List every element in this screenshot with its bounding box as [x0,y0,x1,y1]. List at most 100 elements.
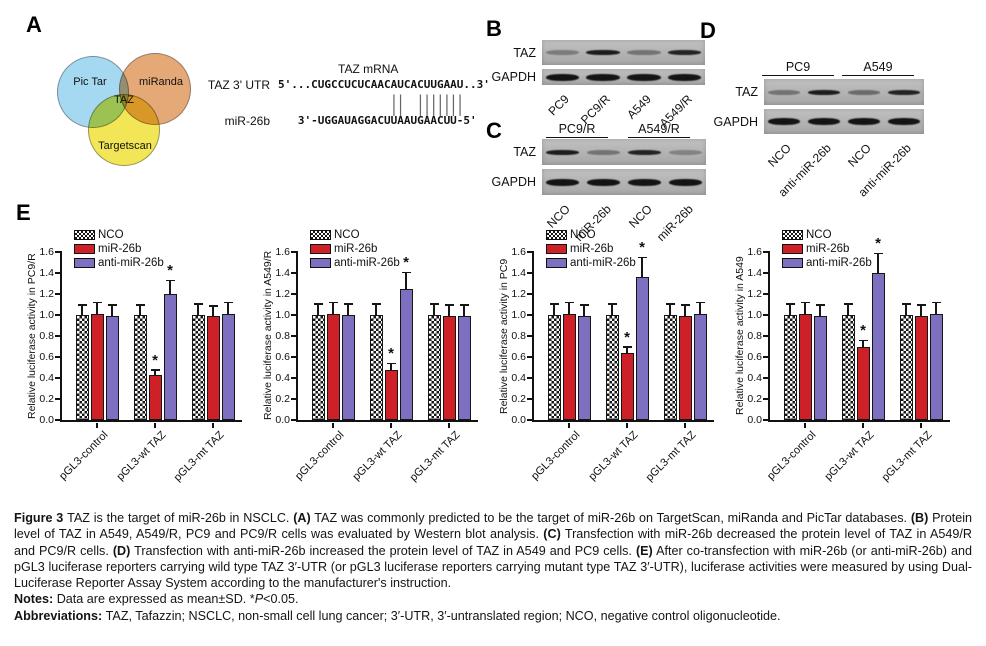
bar-NCO [369,315,383,420]
caption-segment: Figure 3 [14,511,68,525]
blot-strip [542,139,706,165]
error-bar-cap [858,339,868,342]
panel-a-label: A [26,12,42,37]
error-bar-stem [804,303,806,314]
legend-swatch [74,244,95,254]
bar-miR-26b [798,313,812,420]
lane-labels: NCO anti-miR-26b NCO anti-miR-26b [758,138,982,226]
bar-anti-miR-26b [399,288,413,420]
x-category-label: pGL3-wt TAZ [350,429,405,484]
luciferase-charts: Relative luciferase activity in PC9/R 0.0… [14,222,974,512]
base-pairing-bars: || ||||||| [278,92,464,117]
y-tick-mark [291,335,298,337]
legend-label: miR-26b [570,243,614,255]
protein-label: TAZ [735,85,758,99]
blot-lane [844,109,884,134]
error-bar-cap [313,303,323,305]
legend-item: miR-26b [74,242,164,256]
y-tick-mark [55,419,62,421]
bar-miR-26b [442,316,456,420]
caption-notes: Notes: Data are expressed as mean±SD. *P… [14,591,972,607]
blot-lane [804,79,844,105]
y-tick-label: 0.6 [275,350,290,363]
bar-anti-miR-26b [929,313,943,420]
significance-marker: * [639,239,645,257]
legend-swatch [782,258,803,268]
legend-swatch [546,244,567,254]
y-tick-mark [55,356,62,358]
protein-band [887,118,921,125]
error-bar-cap [459,304,469,306]
protein-band [586,149,621,155]
mir-row: miR-26b 3'-UGGAUAGGACUUAAUGAACUU-5' [196,114,490,130]
error-bar-cap [107,304,117,306]
legend-item: anti-miR-26b [782,256,872,270]
bar-NCO [605,315,619,420]
protein-band [586,50,620,55]
blot-strip [764,109,924,134]
legend-swatch [310,244,331,254]
bar-anti-miR-26b [457,316,471,420]
y-tick-mark [763,293,770,295]
caption-segment: P [254,592,264,607]
blot-lane [665,169,706,195]
protein-band [627,149,662,155]
y-tick-label: 0.0 [747,413,762,426]
blot-lane [884,79,924,105]
protein-label: GAPDH [491,70,536,84]
panel-d-label: D [700,18,716,43]
bar-NCO [783,315,797,420]
blot-lane [624,40,665,65]
protein-band [767,118,801,125]
x-tick-mark [862,423,864,428]
error-bar-stem [390,364,392,370]
blot-strip [542,169,706,195]
y-tick-label: 0.2 [747,392,762,405]
error-bar-cap [444,304,454,306]
legend-label: miR-26b [806,243,850,255]
y-tick-label: 1.6 [275,245,290,258]
legend-item: NCO [74,228,164,242]
blot-lane [884,109,924,134]
bar-NCO [75,315,89,420]
x-category-label: pGL3-mt TAZ [879,429,935,484]
y-tick-label: 0.8 [39,329,54,342]
y-tick-mark [527,314,534,316]
blot-lane [542,40,583,65]
y-tick-mark [291,272,298,274]
bar-NCO [663,315,677,420]
lane-label: NCO [765,141,794,170]
legend-item: anti-miR-26b [546,256,636,270]
bar-miR-26b [678,316,692,420]
error-bar-stem [862,341,864,347]
error-bar-stem [96,303,98,314]
y-tick-label: 1.4 [511,266,526,279]
error-bar-cap [150,369,160,371]
y-tick-mark [55,398,62,400]
error-bar-cap [916,304,926,306]
protein-band [627,73,661,81]
bar-anti-miR-26b [693,313,707,420]
protein-band [668,178,703,186]
mir-sequence: 3'-UGGAUAGGACUUAAUGAACUU-5' [278,114,477,127]
legend-item: NCO [782,228,872,242]
y-tick-label: 1.2 [511,287,526,300]
group-label: A549 [842,60,914,76]
caption-segment: Transfection with anti-miR-26b increased… [130,543,636,558]
blot-lane [764,79,804,105]
bar-anti-miR-26b [871,273,885,420]
blot-lane [542,169,583,195]
legend-label: anti-miR-26b [806,257,872,269]
utr-label: TAZ 3' UTR [207,78,270,92]
bar-miR-26b [90,313,104,420]
protein-band [667,73,702,81]
significance-marker: * [388,345,394,363]
bar-anti-miR-26b [163,294,177,420]
blot-lane [583,69,624,85]
protein-band [627,178,662,186]
bar-anti-miR-26b [577,316,591,420]
blot-row: TAZ [478,139,728,165]
error-bar-cap [208,305,218,307]
caption-segment: After co-transfection with miR-26b (or a… [14,543,972,591]
error-bar-stem [877,254,879,273]
